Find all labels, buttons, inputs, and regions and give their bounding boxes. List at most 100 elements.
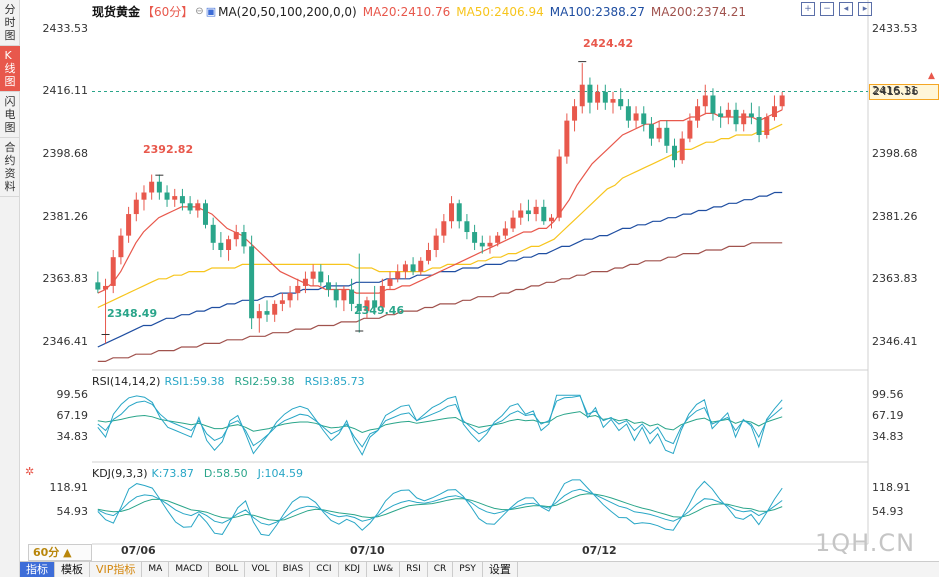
candle-body [672,145,678,161]
tab-settings[interactable]: 设置 [483,562,518,577]
candle-body [356,303,362,312]
candle-body [333,289,339,301]
ma100-line [97,191,783,348]
ma50-value: MA50:2406.94 [456,4,544,19]
candle-body [287,293,293,301]
candle-body [387,278,393,286]
candle-body [364,300,370,312]
kdj-legend: KDJ(9,3,3) K:73.87 D:58.50 J:104.59 [92,467,303,480]
settings-icon[interactable]: ⊖ [195,6,204,17]
rsi1-value: RSI1:59.38 [164,375,225,388]
price-tick-label: 2433.53 [872,21,918,35]
candle-body [210,224,216,243]
tab-contract-info[interactable]: 合约资料 [0,138,20,197]
rsi3-line [97,394,783,456]
candle-body [326,282,332,290]
candle-body [495,235,501,243]
k-line [97,488,783,526]
candle-body [710,95,716,114]
tab-cr[interactable]: CR [428,562,454,577]
candle-body [441,221,447,236]
candle-body [679,138,685,161]
j-line [97,479,783,537]
current-price-arrow-icon: ▲ [928,71,935,81]
rsi2-value: RSI2:59.38 [234,375,295,388]
price-tick-label: 2433.53 [42,21,89,35]
candle-body [648,124,654,139]
tab-timeshare[interactable]: 分时图 [0,0,20,46]
zoom-out-icon[interactable]: − [820,2,834,16]
tab-cci[interactable]: CCI [310,562,339,577]
tab-template[interactable]: 模板 [55,562,90,577]
candle-body [295,285,301,294]
rsi-lines [97,394,783,456]
rsi-tick-label: 34.83 [56,430,89,444]
tab-ma[interactable]: MA [142,562,170,577]
rsi-tick-label: 99.56 [872,387,904,401]
tab-lw[interactable]: LW& [367,562,401,577]
d-line [97,493,783,522]
tab-macd[interactable]: MACD [169,562,210,577]
candle-body [279,300,285,304]
candle-body [379,285,385,308]
zoom-in-icon[interactable]: + [801,2,815,16]
chart-grid [92,0,869,545]
candlestick-series [95,61,785,344]
indicator-tab-bar: 指标 模板 VIP指标 MA MACD BOLL VOL BIAS CCI KD… [20,561,939,577]
window-controls: + − ◂ ▸ [801,2,872,16]
ma200-line [97,242,783,362]
price-tick-label: 2363.83 [872,272,918,286]
candle-body [487,242,493,247]
candle-body [756,117,762,135]
candle-body [341,289,347,301]
current-price-badge: 2415.36 [869,84,939,100]
tab-psy[interactable]: PSY [453,562,483,577]
period-select[interactable]: 60分 ▲ [28,544,92,561]
candle-body [264,311,270,315]
candle-body [548,217,554,222]
price-tick-label: 2398.68 [872,147,918,161]
tab-vol[interactable]: VOL [245,562,277,577]
candle-body [195,203,201,211]
low-marker-2: 2349.46 [354,304,405,317]
candle-body [779,95,785,107]
tab-kdj[interactable]: KDJ [339,562,367,577]
high-marker-2: 2424.42 [583,37,634,50]
candle-body [541,206,547,222]
scroll-left-icon[interactable]: ◂ [839,2,853,16]
candle-body [233,232,239,240]
candle-body [425,250,431,261]
date-label-3: 07/12 [582,544,617,557]
indicator-settings-icon[interactable]: ✲ [25,465,35,478]
candle-body [156,181,162,193]
tab-rsi[interactable]: RSI [400,562,428,577]
scroll-right-icon[interactable]: ▸ [858,2,872,16]
candle-body [164,192,170,200]
rsi3-value: RSI3:85.73 [304,375,365,388]
tab-vip-indicator[interactable]: VIP指标 [90,562,143,577]
ma20-value: MA20:2410.76 [362,4,451,19]
kdj-tick-label: 118.91 [872,480,911,494]
chart-icon[interactable]: ▣ [205,5,217,18]
price-tick-label: 2381.26 [42,209,89,223]
candle-body [172,196,178,200]
tab-indicator[interactable]: 指标 [20,562,55,577]
candle-body [241,232,247,247]
current-price-value: 2415.36 [873,85,919,98]
candle-body [187,203,193,211]
candle-body [702,95,708,107]
candle-body [472,232,478,243]
tab-boll[interactable]: BOLL [209,562,246,577]
price-tick-label: 2346.41 [872,334,918,348]
candle-body [126,214,132,236]
candle-body [733,109,739,125]
tab-flash[interactable]: 闪电图 [0,92,20,138]
candle-body [748,113,754,118]
candle-body [149,181,155,193]
tab-bias[interactable]: BIAS [277,562,311,577]
candle-body [464,221,470,233]
kdj-tick-label: 54.93 [872,504,904,518]
candle-body [479,242,485,247]
